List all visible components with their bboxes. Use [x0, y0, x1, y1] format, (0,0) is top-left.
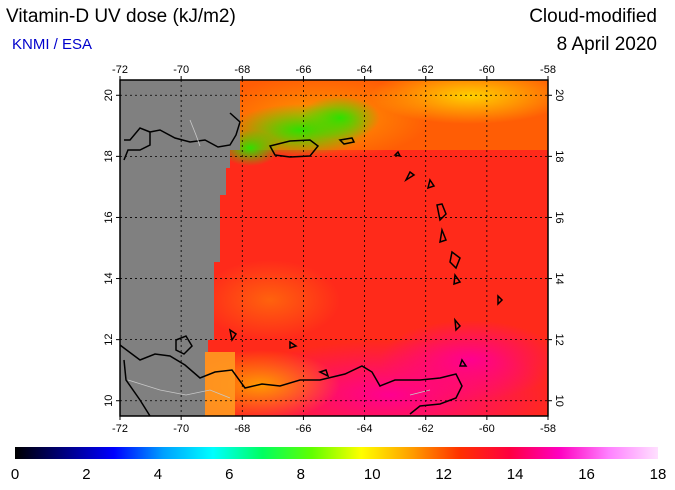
lon-tick-label-top: -66: [295, 64, 311, 76]
colorbar-tick-label: 12: [435, 466, 452, 483]
product-mode: Cloud-modified: [529, 6, 657, 27]
no-data-region: [120, 80, 240, 416]
lon-tick-label-top: -58: [540, 64, 556, 76]
lon-tick-label-bottom: -66: [295, 423, 311, 435]
borders: [127, 119, 431, 399]
lat-tick-label-right: 10: [553, 395, 565, 407]
lon-tick-label-bottom: -60: [479, 423, 495, 435]
lon-tick-label-bottom: -68: [234, 423, 250, 435]
axis-ticks: -72 -72 -70 -70 -68 -68 -66 -66 -64 -64 -62 -62 -60 -…: [103, 64, 565, 435]
lon-tick-label-bottom: -62: [418, 423, 434, 435]
lon-tick-label-top: -72: [112, 64, 128, 76]
lon-tick-label-bottom: -70: [173, 423, 189, 435]
lon-tick-label-bottom: -58: [540, 423, 556, 435]
lat-tick-label-right: 14: [553, 272, 565, 284]
colorbar-tick-label: 2: [82, 466, 90, 483]
uv-field: [120, 80, 548, 416]
colorbar-tick-label: 18: [650, 466, 667, 483]
colorbar-tick-label: 4: [154, 466, 162, 483]
lat-tick-label-left: 20: [103, 89, 115, 101]
lat-tick-label-left: 12: [103, 334, 115, 346]
map-date: 8 April 2020: [556, 34, 657, 55]
graticule: [120, 80, 548, 416]
lat-tick-label-left: 16: [103, 211, 115, 223]
lon-tick-label-top: -70: [173, 64, 189, 76]
colorbar-tick-label: 8: [297, 466, 305, 483]
colorbar-strip: [15, 447, 658, 459]
lon-tick-label-top: -64: [357, 64, 373, 76]
lon-tick-label-top: -68: [234, 64, 250, 76]
colorbar-tick-label: 10: [364, 466, 381, 483]
lat-tick-label-left: 14: [103, 272, 115, 284]
lat-tick-label-right: 20: [553, 89, 565, 101]
lon-tick-label-bottom: -72: [112, 423, 128, 435]
coastlines: [120, 112, 504, 416]
lat-tick-label-left: 18: [103, 150, 115, 162]
lat-tick-label-right: 16: [553, 211, 565, 223]
map-frame: [119, 79, 549, 417]
data-source: KNMI / ESA: [12, 36, 93, 53]
colorbar-tick-label: 6: [225, 466, 233, 483]
colorbar-tick-label: 16: [578, 466, 595, 483]
lat-tick-label-right: 12: [553, 334, 565, 346]
lon-tick-label-bottom: -64: [357, 423, 373, 435]
colorbar-tick-label: 14: [507, 466, 524, 483]
lon-tick-label-top: -60: [479, 64, 495, 76]
lat-tick-label-left: 10: [103, 395, 115, 407]
colorbar-tick-label: 0: [11, 466, 19, 483]
map-title: Vitamin-D UV dose (kJ/m2): [6, 6, 236, 27]
lon-tick-label-top: -62: [418, 64, 434, 76]
colorbar-ticks: 0 2 4 6 8 10 12 14 16 18: [11, 466, 667, 483]
lat-tick-label-right: 18: [553, 150, 565, 162]
